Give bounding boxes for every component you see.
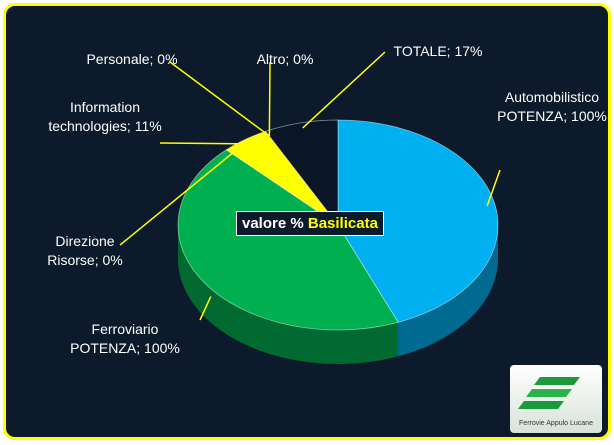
center-highlight: Basilicata — [307, 215, 378, 232]
data-label: Automobilistico POTENZA; 100% — [497, 89, 607, 124]
data-label: Altro; 0% — [256, 51, 314, 67]
leader-line — [199, 296, 212, 321]
leader-line — [159, 142, 250, 145]
leader-line — [302, 51, 386, 129]
pie-slice — [337, 119, 499, 323]
logo: Ferrovie Appulo Lucane — [510, 365, 602, 433]
data-label: TOTALE; 17% — [393, 43, 483, 59]
center-prefix: valore % — [242, 215, 304, 232]
leader-line — [169, 61, 270, 137]
leader-line — [486, 169, 501, 207]
data-label: Direzione Risorse; 0% — [47, 233, 123, 268]
center-label: valore % Basilicata — [236, 211, 384, 236]
leader-line — [268, 61, 271, 137]
logo-text: Ferrovie Appulo Lucane — [519, 420, 593, 427]
pie-slice — [177, 149, 399, 331]
data-label: Information technologies; 11% — [48, 99, 162, 134]
pie-slice — [265, 119, 339, 227]
logo-icon — [518, 377, 580, 409]
data-label: Ferroviario POTENZA; 100% — [70, 321, 180, 356]
data-label: Personale; 0% — [86, 51, 178, 67]
leader-line — [119, 152, 233, 246]
